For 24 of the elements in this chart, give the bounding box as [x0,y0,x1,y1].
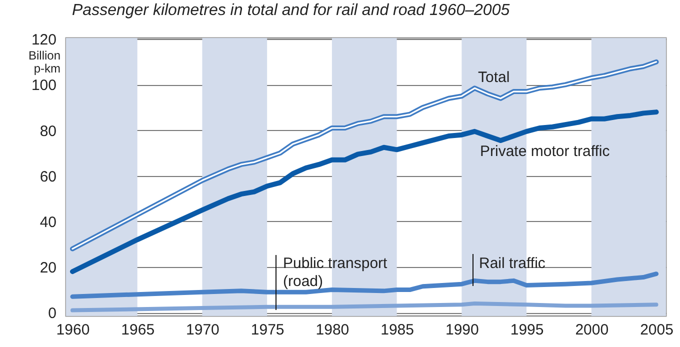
line-series [70,272,659,299]
y-tick-label: 20 [40,260,56,277]
x-tick-label: 2005 [640,322,674,338]
y-tick-label: 120 [31,32,56,49]
y-tick-label: 60 [40,168,56,186]
x-tick-label: 1995 [510,322,544,338]
line-series [70,301,658,312]
x-tick-label: 1990 [445,322,479,338]
series-label: Private motor traffic [480,143,610,160]
y-tick-label: 0 [48,305,56,322]
x-tick-label: 1970 [186,322,220,338]
x-tick-label: 1975 [250,322,284,338]
y-tick-label: 100 [31,77,56,94]
chart-title: Passenger kilometres in total and for rail and road 1960–2005 [72,2,510,20]
x-tick-label: 2000 [575,322,609,338]
series-label: Rail traffic [479,255,546,272]
x-tick-label: 1965 [121,322,155,338]
x-tick-label: 1960 [56,322,90,338]
y-tick-label: 80 [40,122,56,140]
y-tick-label: 40 [40,214,56,231]
series-label: Total [478,69,510,86]
y-axis-title: Billion p-km [28,48,60,76]
x-tick-label: 1980 [316,322,350,338]
x-tick-label: 1985 [380,322,414,338]
